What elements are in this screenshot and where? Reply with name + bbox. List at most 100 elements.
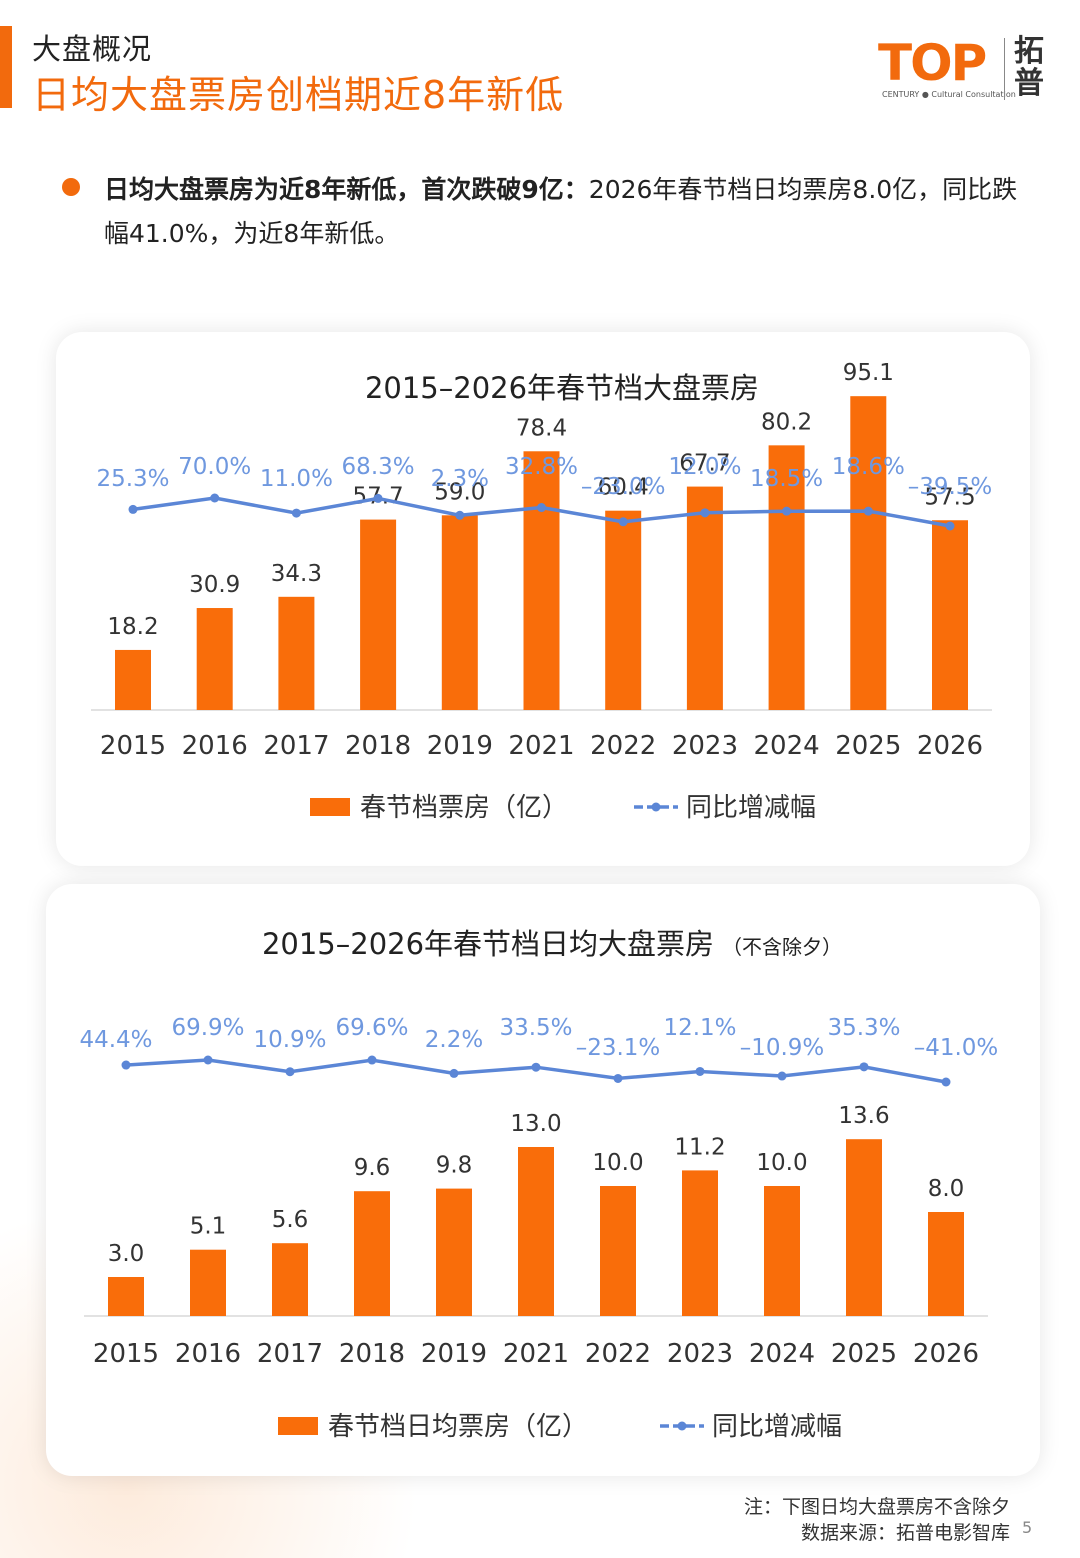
x-tick-label: 2018 bbox=[339, 1339, 405, 1369]
summary-bullet: 日均大盘票房为近8年新低，首次跌破9亿：2026年春节档日均票房8.0亿，同比跌… bbox=[104, 168, 1034, 256]
x-tick-label: 2018 bbox=[345, 731, 411, 761]
chart-total-box-office: 2015–2026年春节档大盘票房 18.2 2015 30.9 2016 34.3 201… bbox=[91, 360, 993, 823]
x-tick-label: 2024 bbox=[749, 1339, 815, 1369]
bar-value-label: 60.4 bbox=[598, 475, 649, 501]
bullet-dot-icon bbox=[62, 178, 80, 196]
page-headline: 日均大盘票房创档期近8年新低 bbox=[32, 73, 565, 117]
growth-rate-label: 69.6% bbox=[335, 1015, 408, 1041]
growth-rate-label: –23.0% bbox=[581, 474, 666, 500]
x-tick-label: 2017 bbox=[263, 731, 329, 761]
chart-daily-box-office: 2015–2026年春节档日均大盘票房 （不含除夕） 3.0 2015 5.1 2016 5… bbox=[79, 927, 998, 1442]
growth-point bbox=[285, 1067, 295, 1077]
growth-rate-label: –39.5% bbox=[908, 474, 993, 500]
summary-lead: 日均大盘票房为近8年新低，首次跌破9亿： bbox=[104, 175, 589, 204]
bar bbox=[518, 1147, 554, 1316]
growth-point bbox=[210, 493, 220, 503]
chart-title-main: 2015–2026年春节档日均大盘票房 bbox=[262, 927, 714, 961]
bar bbox=[272, 1243, 308, 1316]
growth-rate-label: 25.3% bbox=[96, 466, 169, 492]
growth-point bbox=[863, 506, 873, 516]
growth-rate-label: –10.9% bbox=[740, 1035, 825, 1061]
legend-line-label: 同比增减幅 bbox=[712, 1412, 842, 1442]
x-tick-label: 2023 bbox=[672, 731, 738, 761]
x-tick-label: 2015 bbox=[93, 1339, 159, 1369]
growth-rate-label: 10.9% bbox=[253, 1027, 326, 1053]
bar-value-label: 30.9 bbox=[189, 572, 240, 598]
growth-rate-label: 18.6% bbox=[832, 454, 905, 480]
bar-value-label: 80.2 bbox=[761, 409, 812, 435]
growth-point bbox=[859, 1062, 869, 1072]
chart-title-main: 2015–2026年春节档大盘票房 bbox=[365, 371, 759, 405]
bar-value-label: 5.6 bbox=[272, 1207, 309, 1233]
growth-rate-label: 32.8% bbox=[505, 454, 578, 480]
bar bbox=[686, 486, 723, 710]
growth-rate-label: 18.5% bbox=[750, 466, 823, 492]
logo-wordmark: TOP bbox=[878, 34, 987, 92]
legend-bar-swatch bbox=[310, 798, 350, 816]
growth-point bbox=[618, 517, 628, 527]
page-number: 5 bbox=[1022, 1518, 1033, 1537]
bar-value-label: 3.0 bbox=[108, 1241, 145, 1267]
growth-point bbox=[121, 1060, 131, 1070]
bar-value-label: 9.6 bbox=[354, 1155, 391, 1181]
header-accent-bar bbox=[0, 26, 12, 108]
x-tick-label: 2024 bbox=[754, 731, 820, 761]
bar bbox=[768, 445, 805, 710]
chart-title-note: （不含除夕） bbox=[722, 935, 842, 959]
bar bbox=[115, 649, 151, 710]
logo-chinese-name: 拓普 bbox=[1014, 34, 1044, 101]
bar-value-label: 13.0 bbox=[510, 1111, 561, 1137]
x-tick-label: 2026 bbox=[917, 731, 983, 761]
bar bbox=[932, 520, 968, 710]
growth-rate-label: 33.5% bbox=[499, 1015, 572, 1041]
growth-point bbox=[782, 506, 792, 516]
growth-rate-label: 44.4% bbox=[79, 1027, 152, 1053]
x-tick-label: 2026 bbox=[913, 1339, 979, 1369]
legend-bar-label: 春节档日均票房（亿） bbox=[328, 1412, 588, 1442]
bar-value-label: 13.6 bbox=[838, 1103, 889, 1129]
bar bbox=[196, 608, 233, 710]
growth-point bbox=[291, 508, 301, 518]
growth-rate-label: 2.3% bbox=[431, 466, 489, 492]
growth-point bbox=[695, 1066, 705, 1076]
bar-value-label: 78.4 bbox=[516, 415, 567, 441]
x-tick-label: 2019 bbox=[421, 1339, 487, 1369]
bar-value-label: 67.7 bbox=[679, 451, 730, 477]
x-tick-label: 2022 bbox=[585, 1339, 651, 1369]
bar bbox=[360, 519, 397, 710]
growth-point bbox=[367, 1055, 377, 1065]
x-tick-label: 2017 bbox=[257, 1339, 323, 1369]
bar-value-label: 9.8 bbox=[436, 1153, 473, 1179]
legend-line-marker bbox=[651, 802, 661, 812]
bar bbox=[523, 451, 560, 710]
growth-point bbox=[373, 493, 383, 503]
bar bbox=[928, 1212, 964, 1316]
chart-card-total-box-office: 2015–2026年春节档大盘票房 18.2 2015 30.9 2016 34.3 201… bbox=[56, 332, 1030, 866]
footer-source: 数据来源：拓普电影智库 bbox=[800, 1522, 1010, 1544]
bar-value-label: 10.0 bbox=[756, 1150, 807, 1176]
growth-point bbox=[531, 1062, 541, 1072]
growth-rate-label: 70.0% bbox=[178, 454, 251, 480]
bar bbox=[682, 1170, 718, 1316]
bar bbox=[764, 1186, 800, 1316]
legend-line-label: 同比增减幅 bbox=[686, 793, 816, 823]
growth-point bbox=[777, 1071, 787, 1081]
bar-value-label: 11.2 bbox=[674, 1134, 725, 1160]
bar bbox=[850, 396, 887, 710]
growth-rate-label: –23.1% bbox=[576, 1035, 661, 1061]
footer-notes: 注：下图日均大盘票房不含除夕 数据来源：拓普电影智库 bbox=[744, 1494, 1010, 1546]
legend-bar-label: 春节档票房（亿） bbox=[360, 793, 568, 823]
growth-rate-label: 68.3% bbox=[342, 454, 415, 480]
section-kicker: 大盘概况 bbox=[32, 32, 153, 66]
growth-rate-label: 12.0% bbox=[668, 454, 741, 480]
bar-value-label: 34.3 bbox=[271, 561, 322, 587]
chart-title: 2015–2026年春节档大盘票房 bbox=[365, 371, 759, 405]
growth-point bbox=[203, 1055, 213, 1065]
growth-point bbox=[700, 508, 710, 518]
bar-value-label: 18.2 bbox=[107, 614, 158, 640]
growth-point bbox=[449, 1068, 459, 1078]
growth-rate-label: 35.3% bbox=[827, 1015, 900, 1041]
x-tick-label: 2015 bbox=[100, 731, 166, 761]
bar bbox=[846, 1139, 882, 1316]
growth-rate-label: 11.0% bbox=[260, 466, 333, 492]
